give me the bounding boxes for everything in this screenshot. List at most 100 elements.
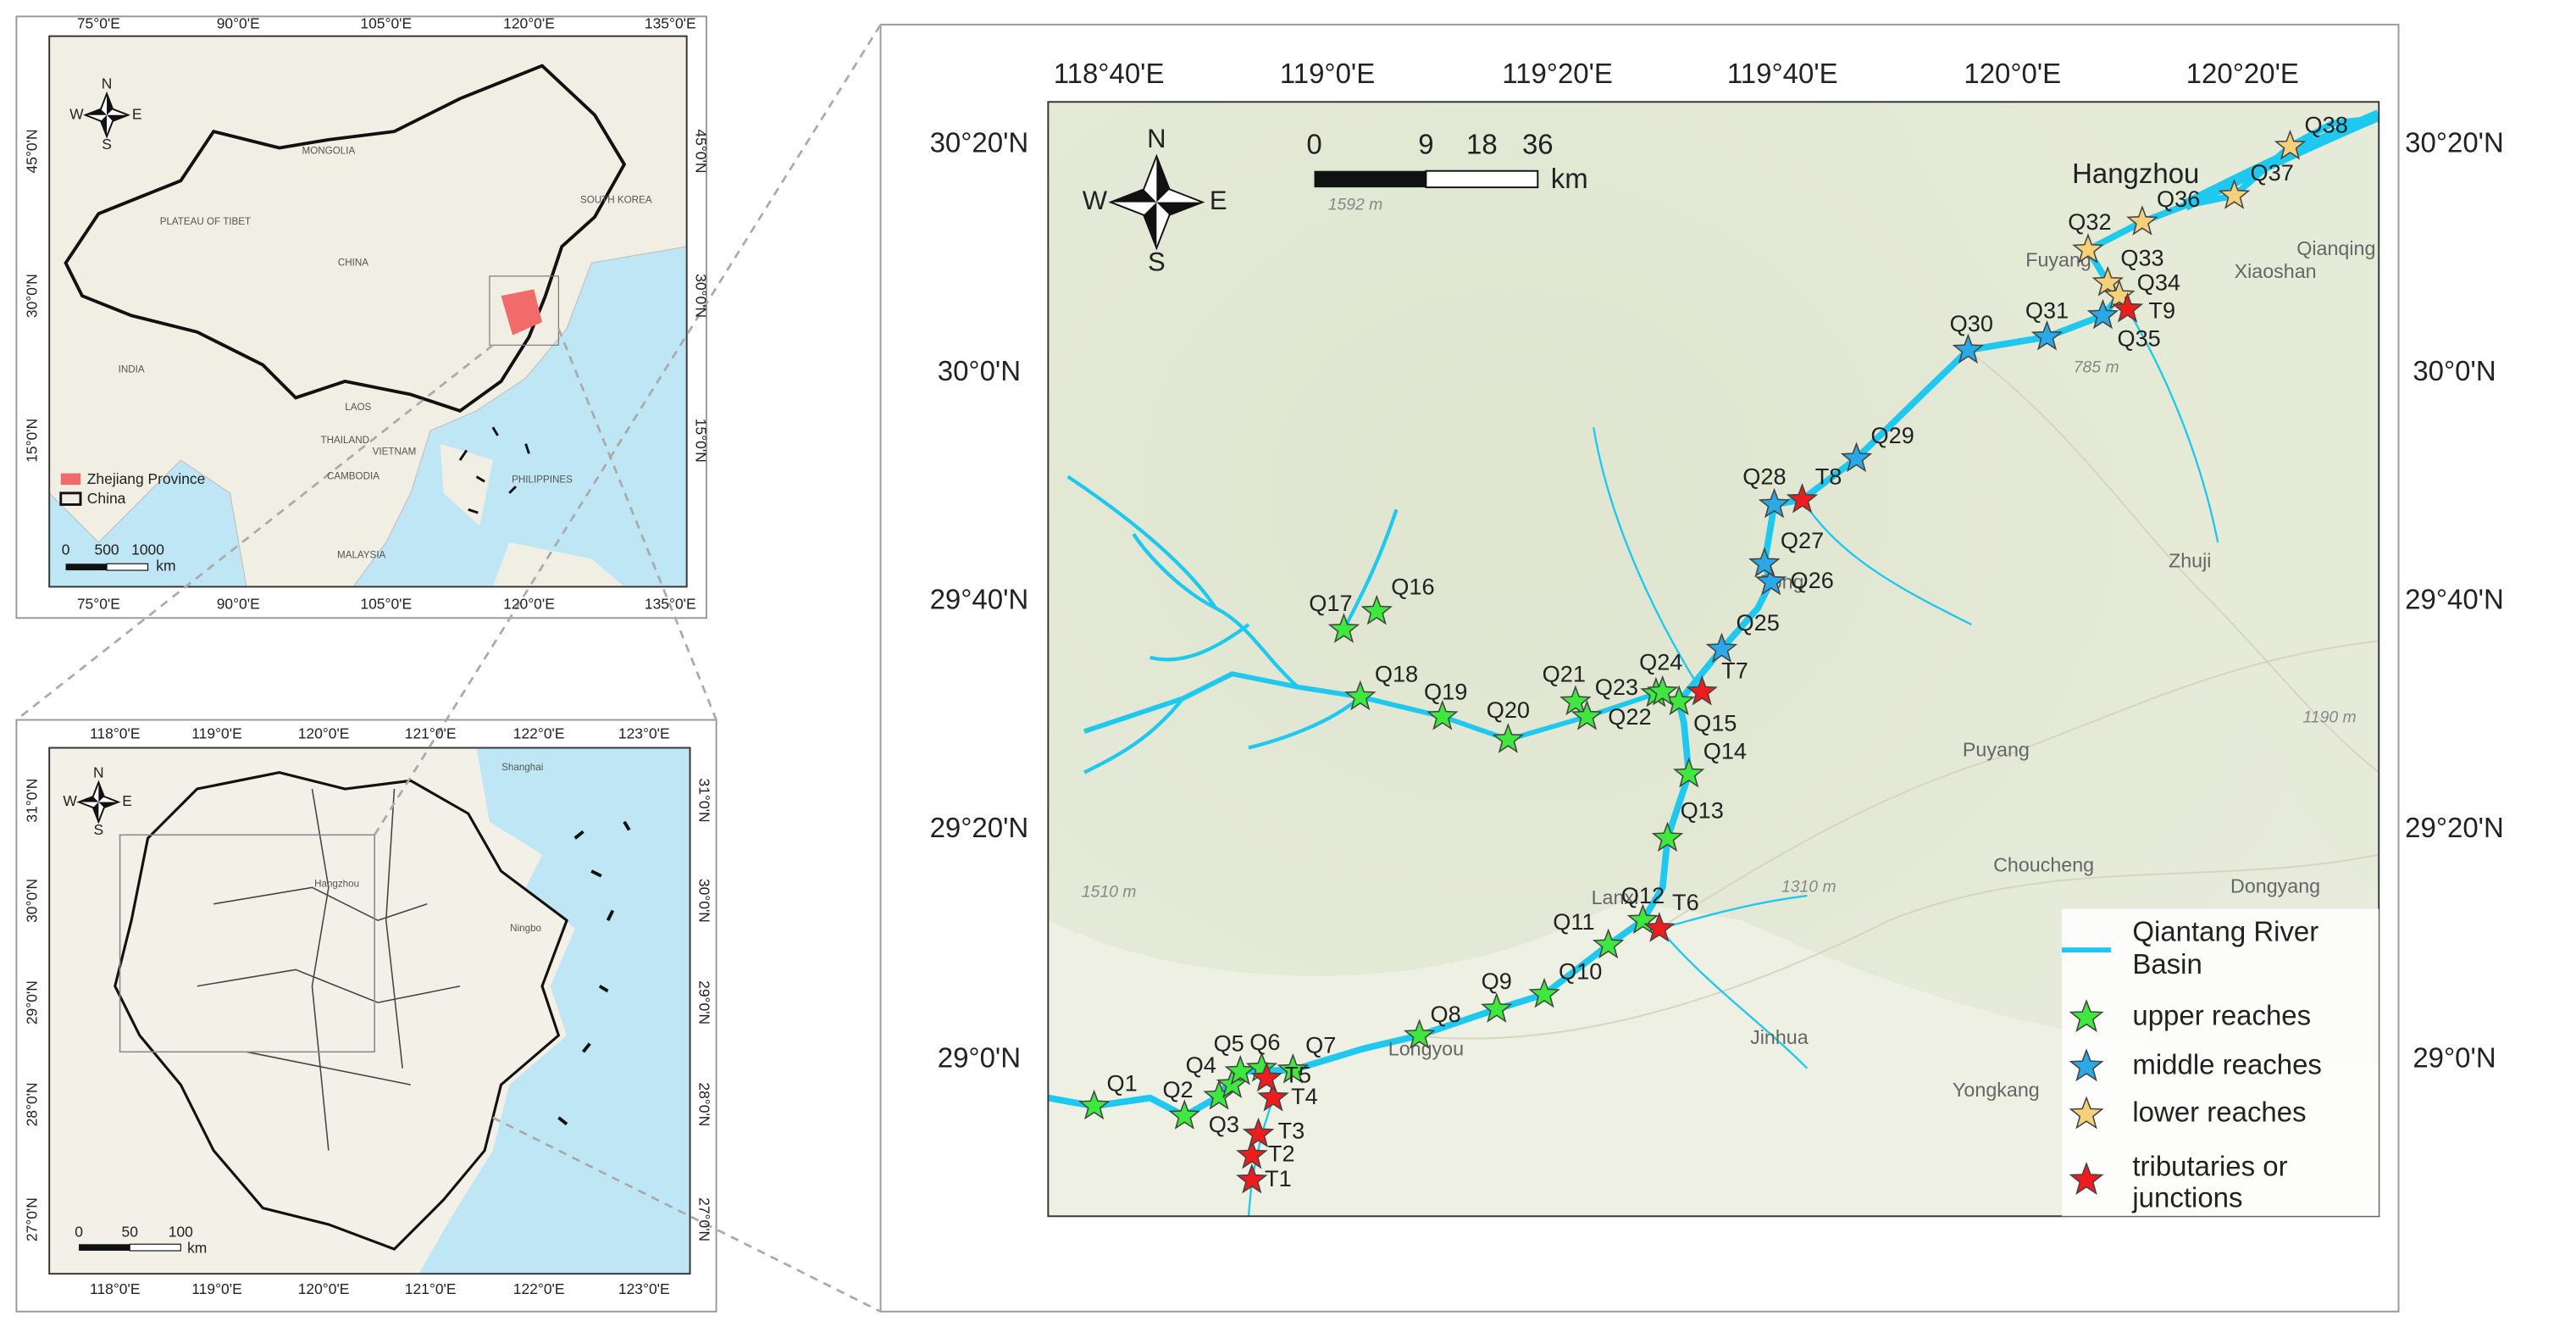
lon-label: 119°0'E — [191, 1280, 241, 1297]
lon-label: 123°0'E — [618, 1280, 670, 1297]
scale-label: 36 — [1522, 128, 1554, 159]
place-label: Qianqing — [2296, 237, 2375, 259]
place-label: Choucheng — [1993, 853, 2094, 875]
station-marker — [1426, 699, 1459, 730]
station-label: Q28 — [1742, 464, 1786, 490]
legend-label: junctions — [2131, 1182, 2242, 1213]
station-label: Q13 — [1681, 797, 1724, 823]
scale-label: 50 — [122, 1223, 139, 1240]
lat-label: 29°0'N — [2413, 1042, 2496, 1074]
station-label: T8 — [1815, 464, 1842, 490]
legend-label: upper reaches — [2132, 999, 2311, 1030]
legend-label: lower reaches — [2132, 1097, 2306, 1128]
station-label: Q20 — [1487, 697, 1530, 723]
elevation-label: 1310 m — [1781, 877, 1836, 896]
elevation-label: 1592 m — [1328, 196, 1383, 214]
lon-label: 105°0'E — [360, 595, 412, 612]
lat-label: 29°40'N — [2405, 584, 2504, 615]
legend-label: Zhejiang Province — [87, 470, 206, 487]
station-marker — [1643, 912, 1676, 942]
station-label: Q24 — [1639, 649, 1682, 675]
station-marker — [1403, 1019, 1436, 1049]
place-label: Lanxi — [1592, 886, 1639, 908]
place-label: Ningbo — [510, 923, 541, 934]
lat-label: 28°0'N — [23, 1082, 40, 1126]
station-marker — [1492, 723, 1525, 753]
station-label: T2 — [1268, 1141, 1295, 1167]
station-marker — [1758, 487, 1791, 519]
station-marker — [1705, 632, 1738, 664]
compass-label: W — [69, 105, 84, 122]
station-marker — [2069, 1162, 2104, 1196]
scale-bar — [106, 563, 149, 571]
station-marker — [1672, 757, 1705, 788]
lon-label: 135°0'E — [645, 15, 696, 32]
station-label: Q15 — [1693, 710, 1737, 736]
station-marker — [1559, 685, 1592, 716]
scale-label: 18 — [1466, 128, 1498, 159]
compass-rose — [85, 93, 129, 136]
station-marker — [1748, 547, 1781, 578]
compass-label: N — [102, 75, 113, 92]
station-marker — [1360, 594, 1393, 625]
station-label: Q8 — [1431, 1001, 1461, 1027]
scale-label: 1000 — [131, 541, 164, 558]
lon-label: 118°40'E — [1054, 58, 1165, 89]
lon-label: 90°0'E — [217, 15, 260, 32]
station-label: Q10 — [1559, 958, 1602, 984]
place-label: SOUTH KOREA — [580, 195, 652, 206]
station-marker — [1952, 333, 1985, 364]
china-map — [49, 36, 687, 587]
place-label: Hangzhou — [314, 879, 359, 890]
legend-label: tributaries or — [2132, 1151, 2287, 1182]
station-label: Q36 — [2157, 186, 2200, 212]
compass-label: S — [102, 136, 112, 153]
station-marker — [1236, 1138, 1268, 1169]
lat-label: 15°0'N — [693, 419, 710, 463]
lon-label: 122°0'E — [513, 725, 565, 742]
station-marker — [2091, 265, 2125, 297]
station-label: T1 — [1265, 1165, 1292, 1191]
station-marker — [1277, 1052, 1310, 1084]
lon-label: 120°0'E — [298, 1280, 350, 1297]
station-marker — [1571, 699, 1604, 730]
station-label: Q27 — [1781, 527, 1824, 553]
scale-label: 9 — [1418, 128, 1433, 159]
compass-label: W — [1083, 186, 1108, 215]
station-label: Q17 — [1309, 590, 1352, 616]
lon-label: 120°0'E — [503, 595, 555, 612]
lat-label: 27°0'N — [23, 1197, 40, 1241]
lon-label: 121°0'E — [405, 1280, 457, 1297]
elevation-label: 785 m — [2074, 358, 2119, 377]
lat-label: 45°0'N — [693, 129, 710, 173]
station-label: Q23 — [1595, 674, 1638, 700]
map-frame — [48, 747, 691, 1275]
scale-label: 0 — [1306, 128, 1321, 159]
station-marker — [2274, 129, 2307, 160]
station-marker — [1250, 1061, 1283, 1092]
lon-label: 75°0'E — [77, 595, 120, 612]
place-label: LAOS — [345, 402, 371, 413]
station-marker — [2069, 1048, 2104, 1082]
station-marker — [1626, 903, 1659, 935]
station-label: T5 — [1284, 1062, 1311, 1088]
compass-label: S — [94, 821, 104, 838]
lon-label: 119°40'E — [1727, 58, 1838, 89]
scale-label: 0 — [75, 1223, 83, 1240]
compass-label: S — [1148, 247, 1166, 277]
station-marker — [2069, 999, 2104, 1033]
place-label: Puyang — [1963, 739, 2030, 761]
compass-rose — [1111, 156, 1203, 248]
station-marker — [2126, 205, 2158, 236]
station-label: Q7 — [1305, 1032, 1336, 1058]
station-marker — [1686, 675, 1719, 706]
scale-label: km — [187, 1240, 207, 1257]
station-marker — [1242, 1117, 1275, 1148]
station-label: Q9 — [1482, 968, 1512, 994]
place-label: Dongyang — [2230, 875, 2320, 897]
place-label: CAMBODIA — [327, 471, 379, 482]
station-label: T6 — [1672, 889, 1699, 915]
place-label: PHILIPPINES — [512, 474, 573, 485]
